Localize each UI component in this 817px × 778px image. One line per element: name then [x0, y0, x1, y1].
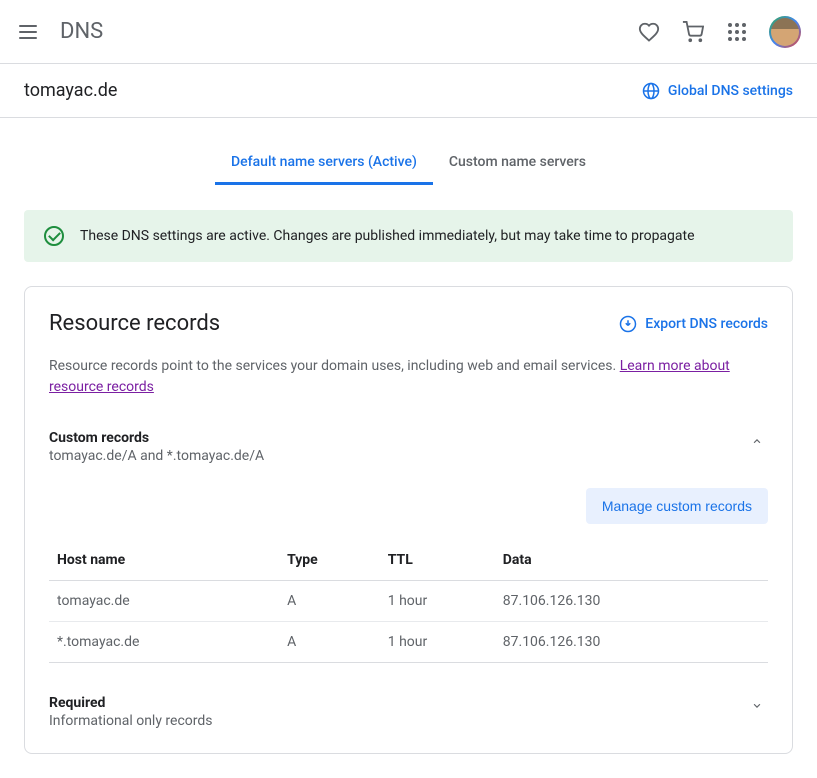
tab-custom-servers[interactable]: Custom name servers: [433, 142, 602, 185]
cell-ttl: 1 hour: [380, 622, 495, 663]
col-type: Type: [279, 540, 380, 581]
global-dns-label: Global DNS settings: [668, 83, 793, 99]
custom-records-subtitle: tomayac.de/A and *.tomayac.de/A: [49, 448, 264, 464]
topbar-actions: [637, 16, 801, 48]
desc-text: Resource records point to the services y…: [49, 358, 620, 374]
cell-data: 87.106.126.130: [495, 581, 768, 622]
menu-icon[interactable]: [16, 20, 40, 44]
records-table: Host name Type TTL Data tomayac.de A 1 h…: [49, 540, 768, 663]
subheader: tomayac.de Global DNS settings: [0, 64, 817, 118]
avatar[interactable]: [769, 16, 801, 48]
col-host: Host name: [49, 540, 279, 581]
apps-icon[interactable]: [725, 20, 749, 44]
export-dns-link[interactable]: Export DNS records: [619, 315, 768, 333]
table-row: *.tomayac.de A 1 hour 87.106.126.130: [49, 622, 768, 663]
download-icon: [619, 315, 637, 333]
table-row: tomayac.de A 1 hour 87.106.126.130: [49, 581, 768, 622]
tabs: Default name servers (Active) Custom nam…: [0, 118, 817, 186]
status-banner: These DNS settings are active. Changes a…: [24, 210, 793, 262]
banner-text: These DNS settings are active. Changes a…: [80, 228, 695, 244]
cell-type: A: [279, 622, 380, 663]
app-title: DNS: [60, 19, 103, 44]
cell-host: tomayac.de: [49, 581, 279, 622]
domain-name: tomayac.de: [24, 80, 117, 101]
manage-custom-records-button[interactable]: Manage custom records: [586, 488, 768, 524]
chevron-down-icon: [746, 695, 768, 717]
cell-host: *.tomayac.de: [49, 622, 279, 663]
custom-records-header[interactable]: Custom records tomayac.de/A and *.tomaya…: [49, 430, 768, 464]
card-description: Resource records point to the services y…: [49, 356, 768, 398]
cart-icon[interactable]: [681, 20, 705, 44]
content: These DNS settings are active. Changes a…: [0, 186, 817, 778]
col-data: Data: [495, 540, 768, 581]
global-dns-link[interactable]: Global DNS settings: [642, 82, 793, 100]
check-circle-icon: [44, 226, 64, 246]
cell-type: A: [279, 581, 380, 622]
required-subtitle: Informational only records: [49, 713, 213, 729]
top-bar: DNS: [0, 0, 817, 64]
cell-data: 87.106.126.130: [495, 622, 768, 663]
resource-records-card: Resource records Export DNS records Reso…: [24, 286, 793, 754]
card-header: Resource records Export DNS records: [49, 311, 768, 336]
tab-default-servers[interactable]: Default name servers (Active): [215, 142, 433, 185]
table-header-row: Host name Type TTL Data: [49, 540, 768, 581]
col-ttl: TTL: [380, 540, 495, 581]
globe-icon: [642, 82, 660, 100]
favorite-icon[interactable]: [637, 20, 661, 44]
required-title: Required: [49, 695, 213, 711]
cell-ttl: 1 hour: [380, 581, 495, 622]
chevron-up-icon: [746, 430, 768, 452]
export-label: Export DNS records: [645, 316, 768, 332]
card-title: Resource records: [49, 311, 220, 336]
required-records-header[interactable]: Required Informational only records: [49, 695, 768, 729]
custom-records-title: Custom records: [49, 430, 264, 446]
manage-row: Manage custom records: [49, 488, 768, 524]
